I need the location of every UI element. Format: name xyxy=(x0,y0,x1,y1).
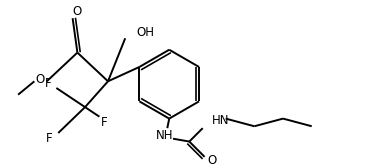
Text: HN: HN xyxy=(212,114,230,127)
Text: O: O xyxy=(208,154,217,167)
Text: O: O xyxy=(35,73,45,86)
Text: OH: OH xyxy=(137,26,155,39)
Text: NH: NH xyxy=(156,129,173,142)
Text: O: O xyxy=(73,5,82,18)
Text: F: F xyxy=(101,116,107,129)
Text: F: F xyxy=(46,132,53,145)
Text: F: F xyxy=(44,77,51,90)
